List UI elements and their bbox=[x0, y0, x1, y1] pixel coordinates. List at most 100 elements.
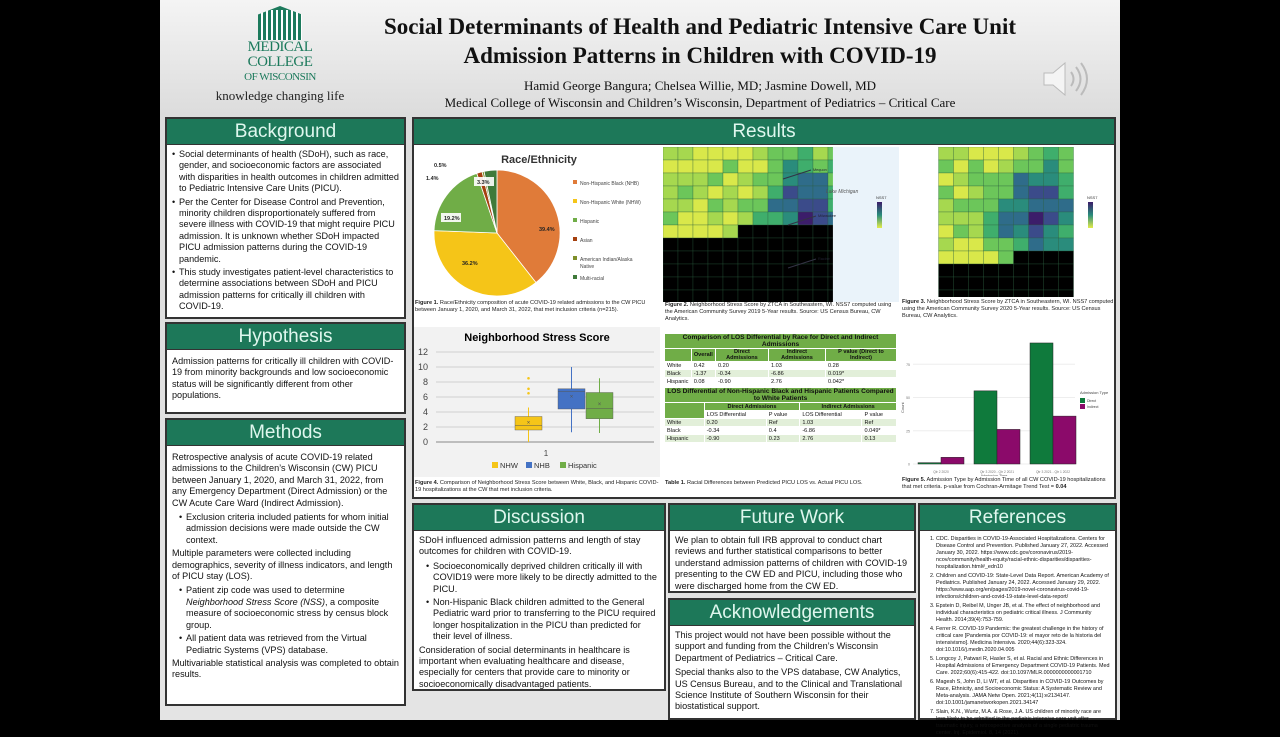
table-cell: -6.86 bbox=[767, 369, 826, 378]
callout-line bbox=[787, 215, 817, 226]
y-tick-label: 0 bbox=[423, 437, 428, 447]
map-region bbox=[782, 198, 799, 213]
map-region bbox=[737, 185, 754, 200]
legend-swatch bbox=[1080, 404, 1085, 409]
map-region bbox=[983, 198, 999, 213]
map-region bbox=[767, 159, 784, 174]
map-region bbox=[998, 159, 1014, 174]
logo-text: OF WISCONSIN bbox=[244, 71, 316, 83]
legend-label: Native bbox=[580, 264, 594, 270]
map-region bbox=[677, 172, 694, 187]
map-region bbox=[722, 289, 739, 302]
paragraph: Multivariable statistical analysis was c… bbox=[172, 657, 399, 680]
box-outlier bbox=[527, 376, 530, 380]
poster-title: Social Determinants of Health and Pediat… bbox=[370, 12, 1030, 70]
table-row: Hispanic 0.08 -0.90 2.76 0.042* bbox=[664, 377, 898, 386]
map-region bbox=[677, 224, 694, 239]
mcw-logo: MEDICAL COLLEGE OF WISCONSIN bbox=[205, 6, 355, 85]
section-title: Acknowledgements bbox=[670, 600, 914, 626]
references-section: References CDC. Disparities in COVID-19-… bbox=[918, 503, 1117, 736]
bar-chart: 0 25 50 75 Count Qtr 2 2020 Qtr 3 2020 - Qtr 2… bbox=[900, 342, 1109, 476]
map-region bbox=[938, 289, 954, 297]
caption-text: Comparison of Neighborhood Stress Score … bbox=[415, 480, 659, 493]
map-region bbox=[663, 263, 679, 278]
table-cell: -0.90 bbox=[714, 377, 769, 386]
table-cell: Comparison of LOS Differential by Race f… bbox=[664, 333, 897, 349]
tagline: knowledge changing life bbox=[215, 88, 345, 103]
map-region bbox=[968, 237, 984, 252]
y-tick-label: 50 bbox=[906, 396, 910, 400]
map-region bbox=[1058, 198, 1074, 213]
map-region bbox=[938, 198, 954, 213]
map-region bbox=[782, 185, 799, 200]
map-region bbox=[677, 147, 694, 161]
box-outlier bbox=[527, 391, 530, 395]
map-region bbox=[782, 250, 799, 265]
acknowledgements-section: Acknowledgements This project would not … bbox=[668, 598, 916, 720]
map-region bbox=[968, 289, 984, 297]
map-region bbox=[767, 185, 784, 200]
pie-chart: Race/Ethnicity 39.4% Non-Hispanic Black (N… bbox=[423, 154, 641, 297]
caption-label: Figure 4. bbox=[415, 480, 439, 486]
map-label: Racine bbox=[818, 257, 830, 261]
map-region bbox=[677, 276, 694, 291]
table-cell: Ref bbox=[861, 418, 897, 427]
map-region bbox=[767, 250, 784, 265]
map-region bbox=[752, 250, 769, 265]
table-cell: 2.76 bbox=[799, 434, 863, 443]
map-region bbox=[968, 276, 984, 291]
reference-item: Children and COVID-19: State-Level Data … bbox=[936, 573, 1110, 601]
map-region bbox=[968, 198, 984, 213]
legend-swatch bbox=[573, 237, 577, 241]
box-outlier bbox=[527, 387, 530, 391]
table-cell: 1.03 bbox=[799, 418, 863, 427]
table-cell: Direct Admissions bbox=[703, 402, 801, 411]
map-region bbox=[707, 185, 724, 200]
paragraph: We plan to obtain full IRB approval to c… bbox=[675, 535, 908, 591]
map-region bbox=[707, 237, 724, 252]
discussion-section: Discussion SDoH influenced admission pat… bbox=[412, 503, 666, 691]
map-region bbox=[737, 147, 754, 161]
map-region bbox=[953, 224, 969, 239]
map-region bbox=[983, 211, 999, 226]
x-axis-label: Admission Time bbox=[981, 474, 1008, 476]
map-region bbox=[677, 198, 694, 213]
map-region bbox=[983, 172, 999, 187]
map-region bbox=[722, 147, 739, 161]
legend-label: Hispanic bbox=[568, 461, 597, 470]
table-cell: 0.28 bbox=[824, 361, 898, 370]
section-title: Background bbox=[167, 119, 404, 145]
table-cell: White bbox=[664, 361, 692, 370]
x-tick-label: Qtr 3 2020 - Qtr 2 2021 bbox=[980, 470, 1014, 474]
data-label: 39.4% bbox=[539, 227, 555, 233]
map-region bbox=[812, 276, 829, 291]
section-title: Discussion bbox=[414, 505, 664, 531]
map-region bbox=[1043, 198, 1059, 213]
pie-slice bbox=[496, 169, 561, 284]
map-region bbox=[1013, 198, 1029, 213]
speaker-icon[interactable] bbox=[1040, 58, 1090, 100]
table-cell: -1.37 bbox=[690, 369, 716, 378]
map-label: Milwaukee bbox=[818, 214, 836, 218]
legend-label: Hispanic bbox=[580, 219, 600, 225]
table-cell: LOS Differential bbox=[799, 410, 863, 419]
data-label: 36.2% bbox=[462, 261, 478, 267]
map-region bbox=[692, 250, 709, 265]
map-region bbox=[1013, 263, 1029, 278]
map-region bbox=[1058, 147, 1074, 161]
map-region bbox=[752, 263, 769, 278]
map-region bbox=[812, 172, 829, 187]
map-region bbox=[677, 237, 694, 252]
table-cell: 0.08 bbox=[690, 377, 716, 386]
table-cell: Black bbox=[664, 426, 705, 435]
map-region bbox=[1058, 211, 1074, 226]
table-cell: Hispanic bbox=[664, 434, 705, 443]
paragraph: Admission patterns for critically ill ch… bbox=[172, 356, 394, 401]
map-region bbox=[1028, 250, 1044, 265]
map-region bbox=[692, 147, 709, 161]
map-region bbox=[797, 185, 814, 200]
map-region bbox=[677, 211, 694, 226]
box bbox=[514, 416, 543, 431]
map-region bbox=[782, 276, 799, 291]
legend-label: Non-Hispanic White (NHW) bbox=[580, 200, 641, 206]
